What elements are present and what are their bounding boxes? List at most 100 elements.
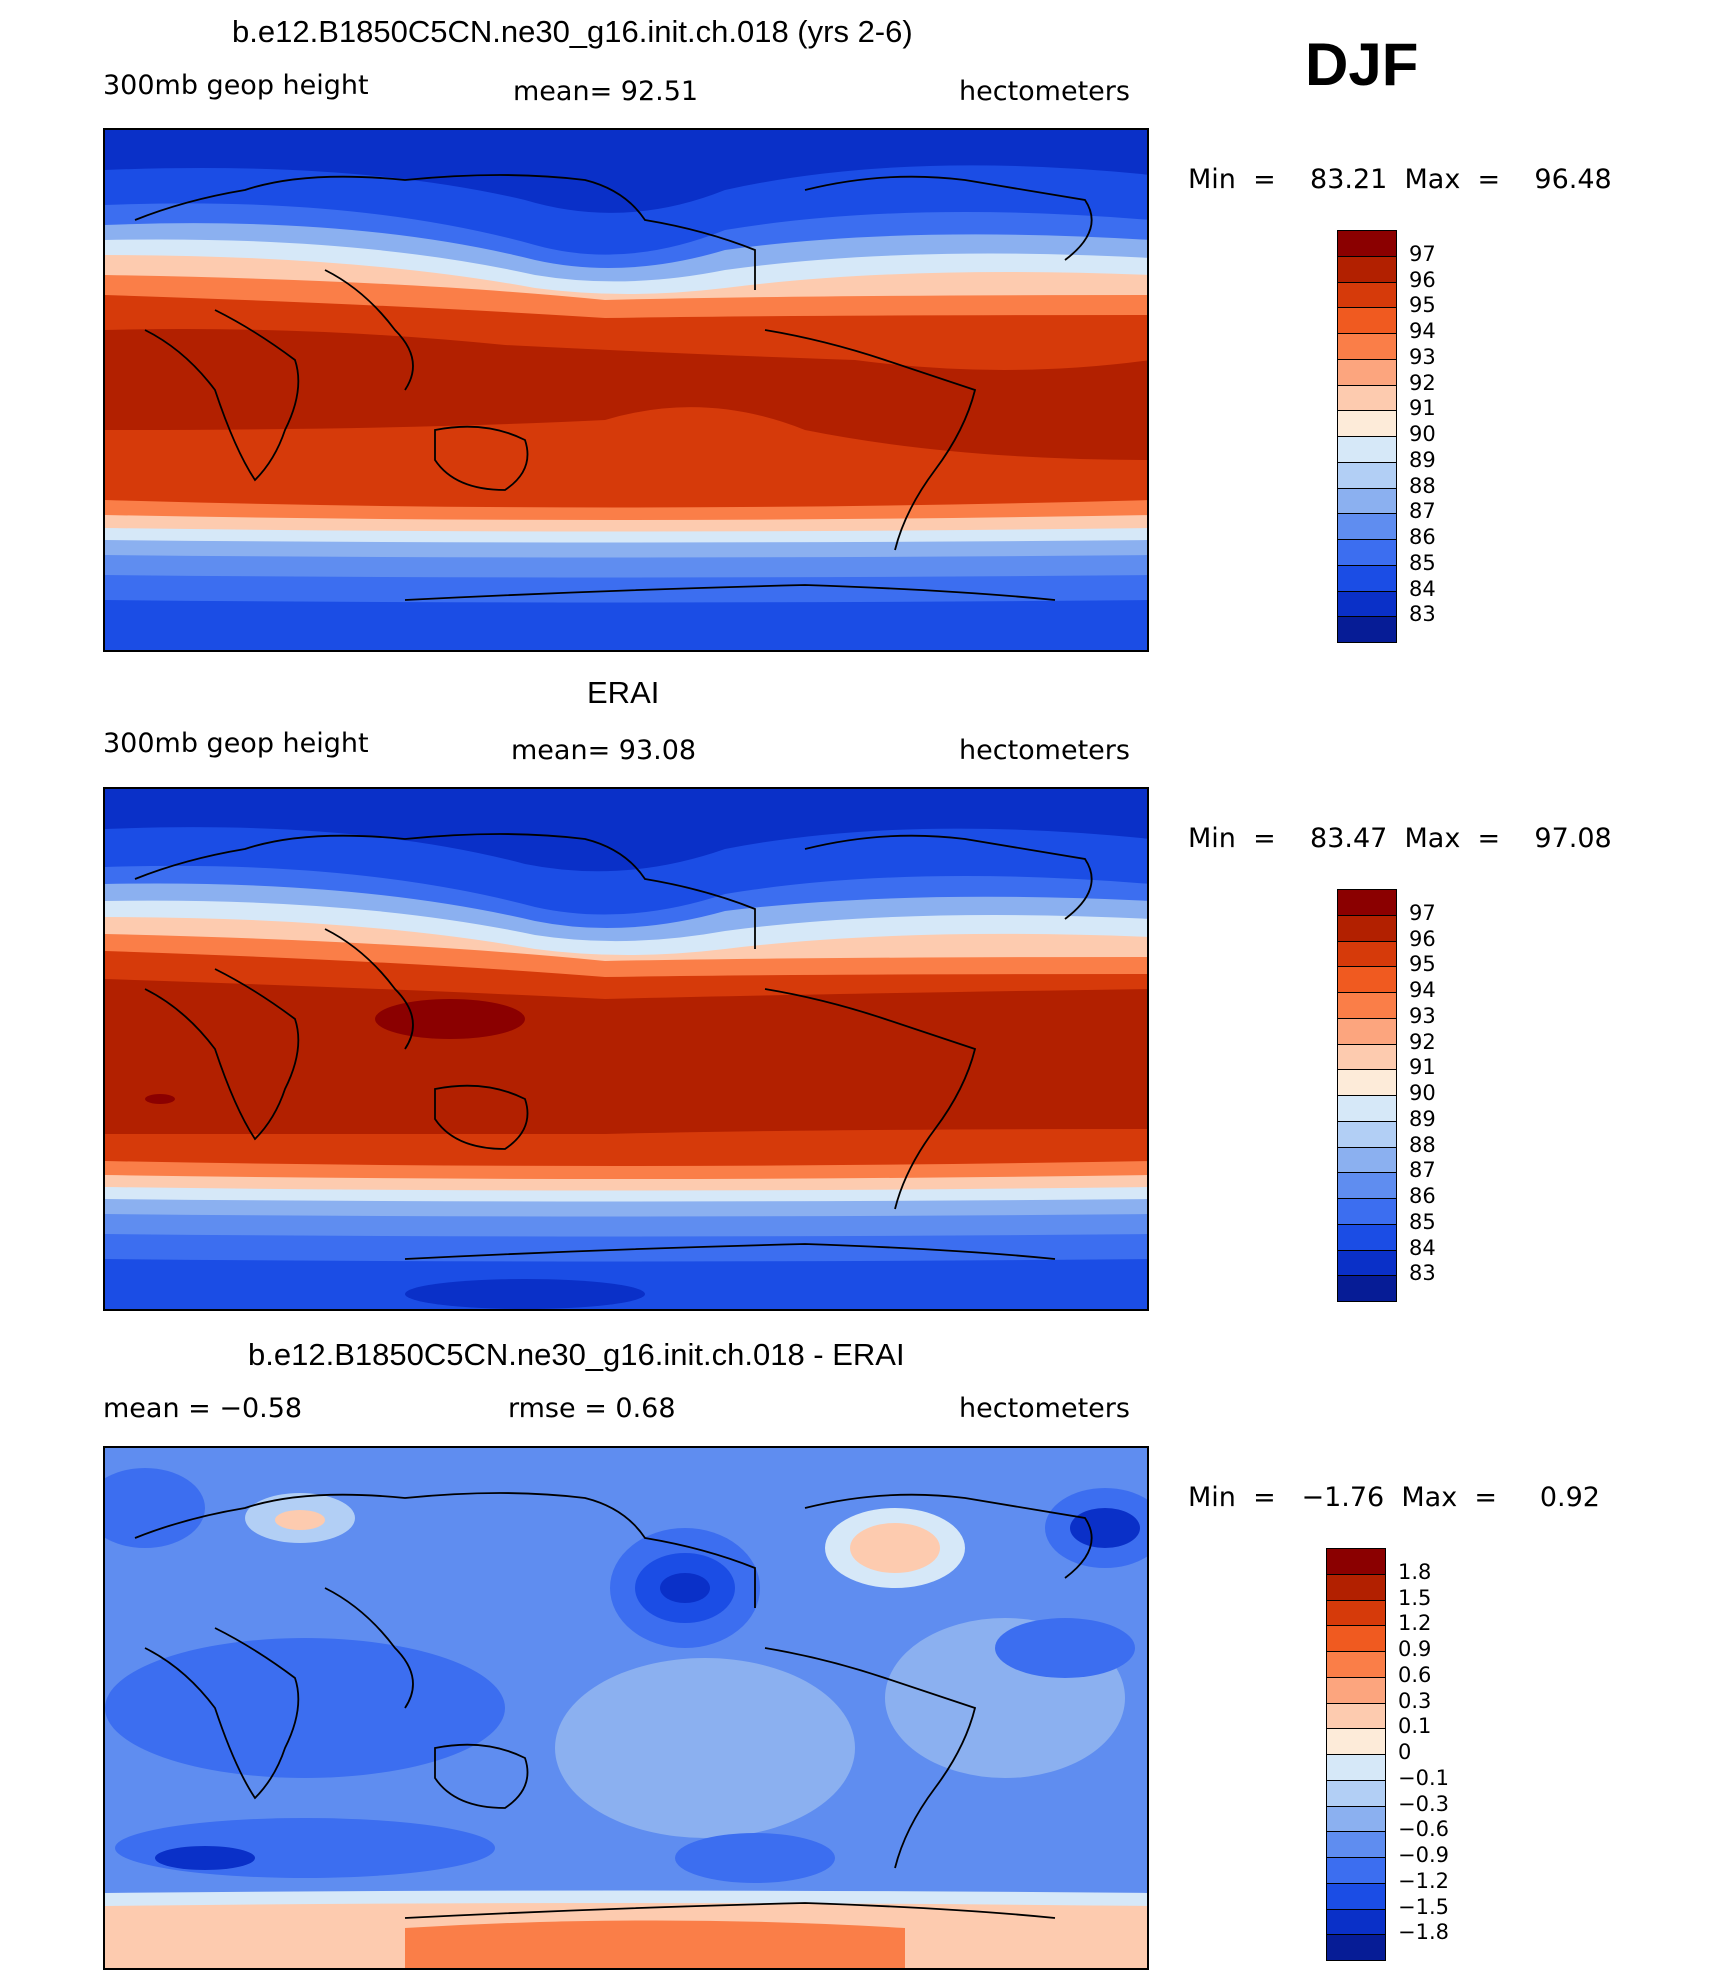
colorbar-swatch [1326, 1728, 1386, 1755]
panel-1-title: b.e12.B1850C5CN.ne30_g16.init.ch.018 (yr… [232, 14, 913, 49]
colorbar-tick-label: 91 [1409, 1055, 1436, 1080]
colorbar-swatch [1337, 914, 1397, 942]
colorbar-tick-label: 87 [1409, 499, 1436, 524]
colorbar-tick-label: 93 [1409, 344, 1436, 369]
colorbar-swatch [1337, 1275, 1397, 1302]
colorbar-tick-label: 0.3 [1398, 1688, 1432, 1713]
colorbar-swatch [1337, 281, 1397, 309]
panel-1-colorbar: 97 96 95 94 93 92 91 90 89 88 87 86 85 84 83 [1337, 230, 1477, 643]
colorbar-swatch [1326, 1857, 1386, 1884]
colorbar-tick-label: 92 [1409, 1029, 1436, 1054]
colorbar-swatch [1337, 487, 1397, 515]
colorbar-tick-label: 96 [1409, 926, 1436, 951]
colorbar-tick-label: 86 [1409, 525, 1436, 549]
panel-2-variable-label: 300mb geop height [103, 728, 369, 759]
panel-3-title: b.e12.B1850C5CN.ne30_g16.init.ch.018 - E… [248, 1337, 905, 1372]
colorbar-swatch [1326, 1754, 1386, 1781]
colorbar-tick-label: −0.9 [1398, 1843, 1449, 1867]
colorbar-swatch [1326, 1573, 1386, 1601]
colorbar-tick-label: 92 [1409, 370, 1436, 395]
colorbar-swatch [1337, 436, 1397, 463]
colorbar-tick-label: −0.1 [1398, 1765, 1449, 1790]
colorbar-swatch [1326, 1882, 1386, 1910]
panel-3-rmse-label: rmse = 0.68 [508, 1393, 676, 1424]
colorbar-swatch [1337, 1172, 1397, 1199]
colorbar-swatch [1337, 230, 1397, 257]
colorbar-tick-label: −0.3 [1398, 1791, 1449, 1816]
colorbar-tick-label: 88 [1409, 473, 1436, 498]
colorbar-swatch [1337, 1249, 1397, 1277]
colorbar-tick-label: 1.8 [1398, 1559, 1432, 1584]
colorbar-tick-label: 94 [1409, 978, 1436, 1002]
colorbar-tick-label: −1.8 [1398, 1920, 1449, 1945]
colorbar-tick-label: −1.5 [1398, 1894, 1449, 1919]
colorbar-swatch [1337, 358, 1397, 386]
colorbar-tick-label: 83 [1409, 1261, 1436, 1286]
colorbar-swatch [1337, 333, 1397, 360]
colorbar-tick-label: 91 [1409, 396, 1436, 421]
panel-1-min-max: Min = 83.21 Max = 96.48 [1188, 164, 1612, 195]
colorbar-swatch [1337, 966, 1397, 993]
panel-2-title: ERAI [587, 675, 660, 710]
panel-2-mean-label: mean= 93.08 [511, 735, 697, 766]
colorbar-swatch [1337, 384, 1397, 412]
colorbar-swatch [1337, 1043, 1397, 1071]
colorbar-tick-label: 88 [1409, 1132, 1436, 1157]
colorbar-swatch [1326, 1779, 1386, 1807]
colorbar-swatch [1337, 1069, 1397, 1096]
colorbar-tick-label: 84 [1409, 1235, 1436, 1260]
panel-2-map [103, 787, 1149, 1311]
colorbar-swatch [1326, 1702, 1386, 1730]
colorbar-tick-label: 94 [1409, 319, 1436, 343]
colorbar-tick-label: 1.5 [1398, 1585, 1432, 1610]
panel-1-variable-label: 300mb geop height [103, 70, 369, 101]
colorbar-swatch [1337, 513, 1397, 540]
colorbar-swatch [1326, 1651, 1386, 1678]
colorbar-tick-label: 89 [1409, 1106, 1436, 1131]
colorbar-tick-label: 87 [1409, 1158, 1436, 1183]
colorbar-swatch [1337, 940, 1397, 968]
colorbar-swatch [1337, 1095, 1397, 1122]
colorbar-tick-label: 95 [1409, 293, 1436, 318]
panel-3-min-max: Min = −1.76 Max = 0.92 [1188, 1482, 1600, 1513]
colorbar-tick-label: 90 [1409, 1081, 1436, 1105]
colorbar-tick-label: 97 [1409, 241, 1436, 266]
panel-1-mean-label: mean= 92.51 [513, 76, 699, 107]
panel-2-min-max: Min = 83.47 Max = 97.08 [1188, 823, 1612, 854]
colorbar-tick-label: 83 [1409, 602, 1436, 627]
panel-1-units-label: hectometers [959, 76, 1130, 107]
colorbar-swatch [1337, 1017, 1397, 1045]
colorbar-swatch [1337, 590, 1397, 618]
colorbar-swatch [1337, 992, 1397, 1019]
colorbar-swatch [1326, 1548, 1386, 1575]
colorbar-swatch [1337, 889, 1397, 916]
colorbar-swatch [1337, 539, 1397, 566]
panel-3-map [103, 1446, 1149, 1970]
panel-3-map-image [105, 1448, 1147, 1968]
colorbar-swatch [1337, 616, 1397, 643]
colorbar-tick-label: 85 [1409, 1209, 1436, 1234]
panel-2-units-label: hectometers [959, 735, 1130, 766]
colorbar-tick-label: 0.6 [1398, 1662, 1432, 1687]
colorbar-swatch [1337, 1120, 1397, 1148]
panel-3-colorbar: 1.8 1.5 1.2 0.9 0.6 0.3 0.1 0 −0.1 −0.3 −0.6 −0.9 −1… [1326, 1548, 1476, 1961]
colorbar-tick-label: 85 [1409, 550, 1436, 575]
colorbar-tick-label: 96 [1409, 267, 1436, 292]
colorbar-swatch [1326, 1908, 1386, 1936]
colorbar-swatch [1326, 1676, 1386, 1704]
colorbar-swatch [1326, 1831, 1386, 1858]
colorbar-swatch [1337, 255, 1397, 283]
colorbar-swatch [1326, 1599, 1386, 1627]
colorbar-swatch [1326, 1625, 1386, 1652]
colorbar-swatch [1326, 1805, 1386, 1833]
colorbar-swatch [1337, 307, 1397, 334]
colorbar-swatch [1337, 564, 1397, 592]
panel-3-units-label: hectometers [959, 1393, 1130, 1424]
colorbar-swatch [1337, 1198, 1397, 1225]
panel-1-map [103, 128, 1149, 652]
panel-2-map-image [105, 789, 1147, 1309]
colorbar-tick-label: 1.2 [1398, 1611, 1432, 1636]
colorbar-swatch [1337, 1146, 1397, 1174]
colorbar-tick-label: 93 [1409, 1003, 1436, 1028]
colorbar-tick-label: −1.2 [1398, 1868, 1449, 1893]
